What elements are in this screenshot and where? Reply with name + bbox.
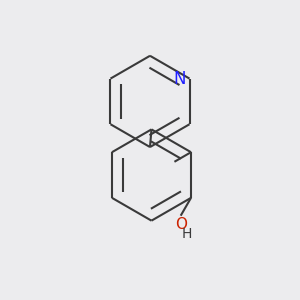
Text: H: H	[182, 227, 192, 241]
Text: N: N	[173, 70, 186, 88]
Text: O: O	[175, 217, 187, 232]
